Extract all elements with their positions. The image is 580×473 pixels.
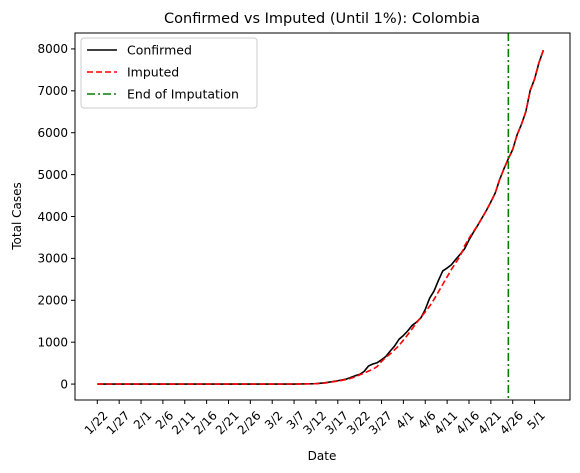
legend-label-confirmed: Confirmed <box>127 43 192 58</box>
legend-box <box>80 37 258 109</box>
legend-label-imputed: Imputed <box>127 65 179 80</box>
y-tick-label: 3000 <box>37 252 68 266</box>
y-tick-label: 8000 <box>37 42 68 56</box>
y-axis-label: Total Cases <box>10 182 24 250</box>
plot-area <box>97 33 545 400</box>
y-tick-label: 0 <box>60 377 68 391</box>
x-axis-label: Date <box>308 449 337 463</box>
legend: Confirmed Imputed End of Imputation <box>80 37 258 109</box>
y-tick-label: 2000 <box>37 294 68 308</box>
y-tick-label: 6000 <box>37 126 68 140</box>
y-tick-label: 4000 <box>37 210 68 224</box>
y-tick-label: 7000 <box>37 84 68 98</box>
legend-label-end-of-imputation: End of Imputation <box>127 87 239 102</box>
series-line-imputed <box>97 49 545 385</box>
chart-title: Confirmed vs Imputed (Until 1%): Colombi… <box>164 11 480 27</box>
y-tick-label: 5000 <box>37 168 68 182</box>
y-tick-label: 1000 <box>37 335 68 349</box>
y-axis: 0 1000 2000 3000 4000 5000 6000 7000 8000 <box>37 42 75 391</box>
